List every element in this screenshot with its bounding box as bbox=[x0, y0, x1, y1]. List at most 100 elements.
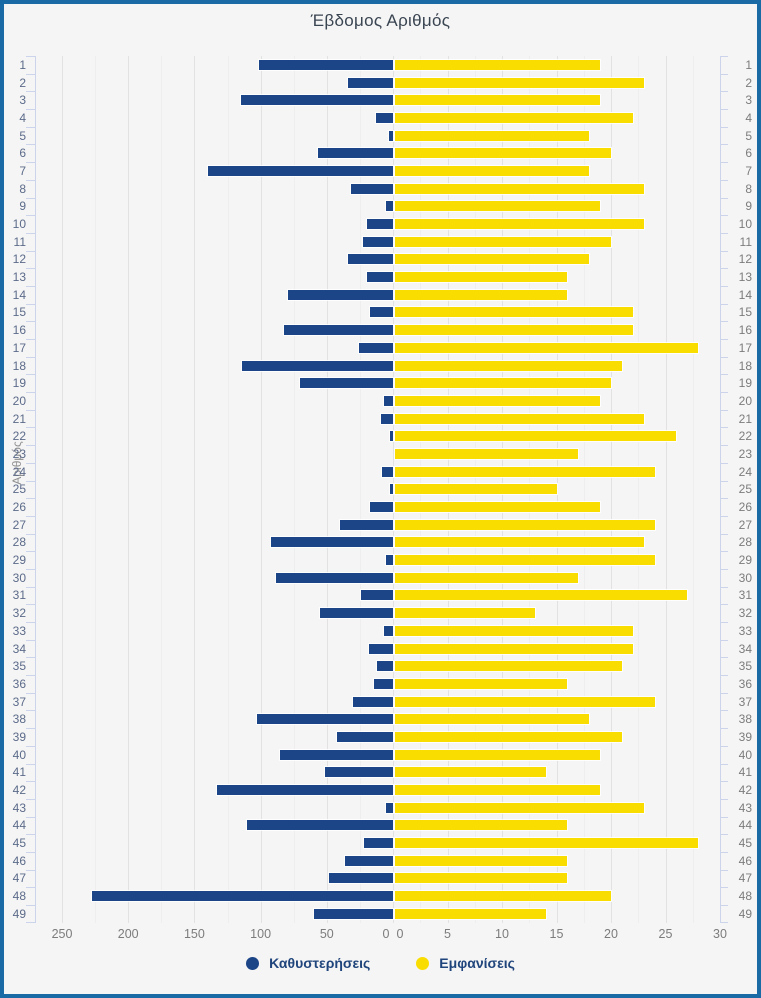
delay-bar[interactable] bbox=[390, 484, 393, 495]
appearance-bar[interactable] bbox=[395, 325, 633, 336]
delay-bar[interactable] bbox=[276, 572, 393, 583]
appearance-bar[interactable] bbox=[395, 502, 601, 513]
delay-bar[interactable] bbox=[383, 625, 393, 636]
appearance-bar[interactable] bbox=[395, 519, 655, 530]
delay-bar[interactable] bbox=[358, 342, 393, 353]
delay-bar[interactable] bbox=[350, 183, 393, 194]
delay-bar[interactable] bbox=[347, 254, 393, 265]
appearance-bar[interactable] bbox=[395, 838, 699, 849]
appearance-bar[interactable] bbox=[395, 767, 546, 778]
appearance-bar[interactable] bbox=[395, 802, 644, 813]
delay-bar[interactable] bbox=[240, 95, 393, 106]
delay-bar[interactable] bbox=[320, 608, 393, 619]
appearance-bar[interactable] bbox=[395, 908, 546, 919]
delay-bar[interactable] bbox=[337, 731, 393, 742]
delay-bar[interactable] bbox=[247, 820, 393, 831]
appearance-bar[interactable] bbox=[395, 661, 622, 672]
delay-bar[interactable] bbox=[374, 678, 393, 689]
appearance-bar[interactable] bbox=[395, 395, 601, 406]
delay-bar[interactable] bbox=[92, 891, 393, 902]
delay-bar[interactable] bbox=[375, 112, 393, 123]
appearance-bar[interactable] bbox=[395, 59, 601, 70]
appearance-bar[interactable] bbox=[395, 643, 633, 654]
appearance-bar[interactable] bbox=[395, 714, 590, 725]
appearance-bar[interactable] bbox=[395, 307, 633, 318]
appearance-bar[interactable] bbox=[395, 608, 535, 619]
appearance-bar[interactable] bbox=[395, 95, 601, 106]
delay-bar[interactable] bbox=[386, 201, 393, 212]
delay-bar[interactable] bbox=[369, 643, 393, 654]
delay-bar[interactable] bbox=[389, 130, 393, 141]
appearance-bar[interactable] bbox=[395, 378, 611, 389]
appearance-bar[interactable] bbox=[395, 448, 579, 459]
appearance-bar[interactable] bbox=[395, 572, 579, 583]
delay-bar[interactable] bbox=[256, 714, 393, 725]
appearance-bar[interactable] bbox=[395, 272, 568, 283]
appearance-bar[interactable] bbox=[395, 873, 568, 884]
delay-bar[interactable] bbox=[386, 555, 393, 566]
delay-bar[interactable] bbox=[353, 696, 393, 707]
delay-bar[interactable] bbox=[329, 873, 393, 884]
appearance-bar[interactable] bbox=[395, 148, 611, 159]
delay-bar[interactable] bbox=[300, 378, 393, 389]
appearance-bar[interactable] bbox=[395, 183, 644, 194]
legend-item-delays[interactable]: Καθυστερήσεις bbox=[246, 955, 370, 971]
delay-bar[interactable] bbox=[382, 466, 393, 477]
appearance-bar[interactable] bbox=[395, 413, 644, 424]
delay-bar[interactable] bbox=[242, 360, 393, 371]
delay-bar[interactable] bbox=[390, 431, 393, 442]
delay-bar[interactable] bbox=[271, 537, 393, 548]
appearance-bar[interactable] bbox=[395, 219, 644, 230]
delay-bar[interactable] bbox=[386, 802, 393, 813]
delay-bar[interactable] bbox=[366, 272, 393, 283]
appearance-bar[interactable] bbox=[395, 431, 677, 442]
delay-bar[interactable] bbox=[361, 590, 393, 601]
appearance-bar[interactable] bbox=[395, 112, 633, 123]
appearance-bar[interactable] bbox=[395, 254, 590, 265]
appearance-bar[interactable] bbox=[395, 165, 590, 176]
appearance-bar[interactable] bbox=[395, 696, 655, 707]
delay-bar[interactable] bbox=[325, 767, 393, 778]
appearance-bar[interactable] bbox=[395, 891, 611, 902]
appearance-bar[interactable] bbox=[395, 360, 622, 371]
delay-bar[interactable] bbox=[207, 165, 393, 176]
delay-bar[interactable] bbox=[280, 749, 393, 760]
delay-bar[interactable] bbox=[313, 908, 393, 919]
appearance-bar[interactable] bbox=[395, 749, 601, 760]
delay-bar[interactable] bbox=[362, 236, 393, 247]
delay-bar[interactable] bbox=[370, 502, 393, 513]
delay-bar[interactable] bbox=[259, 59, 393, 70]
delay-bar[interactable] bbox=[363, 838, 393, 849]
delay-bar[interactable] bbox=[284, 325, 393, 336]
appearance-bar[interactable] bbox=[395, 731, 622, 742]
delay-bar[interactable] bbox=[317, 148, 393, 159]
delay-bar[interactable] bbox=[340, 519, 393, 530]
delay-bar[interactable] bbox=[383, 395, 393, 406]
delay-bar[interactable] bbox=[345, 855, 393, 866]
legend-item-appearances[interactable]: Εμφανίσεις bbox=[416, 955, 515, 971]
appearance-bar[interactable] bbox=[395, 855, 568, 866]
appearance-bar[interactable] bbox=[395, 236, 611, 247]
appearance-bar[interactable] bbox=[395, 289, 568, 300]
delay-bar[interactable] bbox=[347, 77, 393, 88]
delay-bar[interactable] bbox=[288, 289, 393, 300]
appearance-bar[interactable] bbox=[395, 625, 633, 636]
appearance-bar[interactable] bbox=[395, 537, 644, 548]
appearance-bar[interactable] bbox=[395, 484, 557, 495]
appearance-bar[interactable] bbox=[395, 785, 601, 796]
delay-bar[interactable] bbox=[381, 413, 393, 424]
appearance-bar[interactable] bbox=[395, 820, 568, 831]
delay-bar[interactable] bbox=[216, 785, 393, 796]
appearance-bar[interactable] bbox=[395, 342, 699, 353]
delay-bar[interactable] bbox=[377, 661, 393, 672]
appearance-bar[interactable] bbox=[395, 555, 655, 566]
appearance-bar[interactable] bbox=[395, 77, 644, 88]
appearance-bar[interactable] bbox=[395, 201, 601, 212]
appearance-bar[interactable] bbox=[395, 130, 590, 141]
appearance-bar[interactable] bbox=[395, 678, 568, 689]
appearance-bar[interactable] bbox=[395, 466, 655, 477]
delay-bar[interactable] bbox=[370, 307, 393, 318]
appearance-bar[interactable] bbox=[395, 590, 688, 601]
delay-bar[interactable] bbox=[366, 219, 393, 230]
